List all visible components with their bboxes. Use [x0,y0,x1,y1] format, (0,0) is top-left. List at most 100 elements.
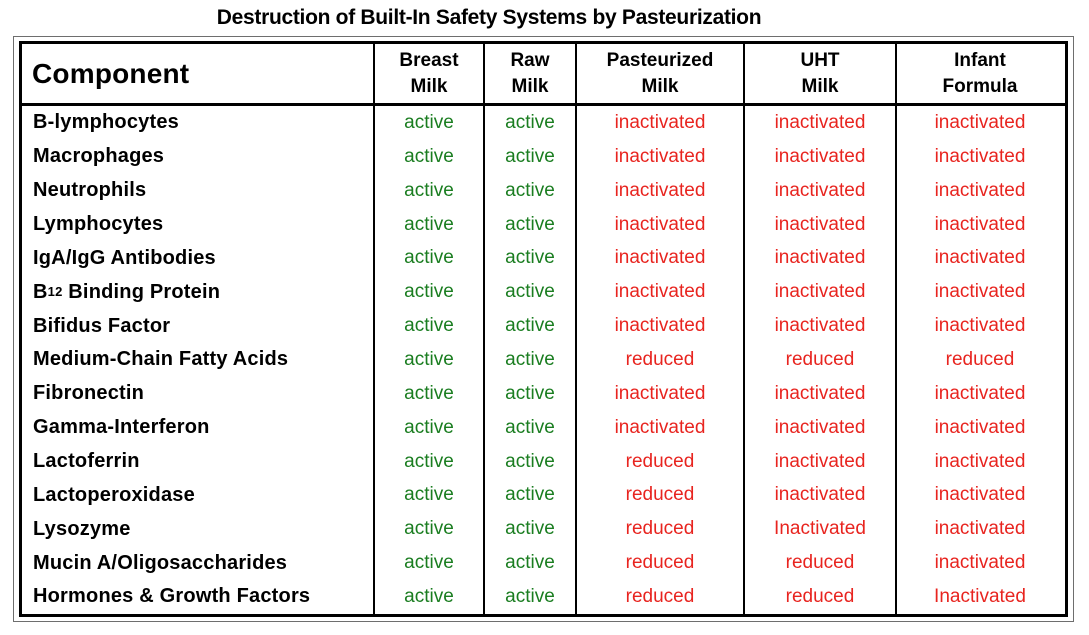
table-row: Fibronectin active active inactivated in… [22,376,1065,411]
table-row: Hormones & Growth Factors active active … [22,580,1065,614]
component-name-rest: Binding Protein [62,280,221,303]
table-row: Medium-Chain Fatty Acids active active r… [22,343,1065,377]
component-cell: Medium-Chain Fatty Acids [22,343,375,377]
status-cell-infant-formula: reduced [945,348,1015,370]
column-header: Breast Milk [375,44,485,103]
status-cell-raw-milk: active [485,309,577,344]
status-cell-breast-milk: active [375,410,485,445]
column-header: Infant Formula [897,44,1063,103]
status-cell-pasteurized-milk: reduced [577,444,745,479]
page-title: Destruction of Built-In Safety Systems b… [216,6,762,29]
status-cell-raw-milk: active [485,343,577,377]
status-cell-pasteurized-milk: inactivated [577,376,745,411]
status-cell-breast-milk: active [375,139,485,174]
status-cell-raw-milk: active [485,139,577,174]
status-cell-raw-milk: active [485,173,577,208]
status-cell-breast-milk: active [375,309,485,344]
table-body: B-lymphocytes active active inactivated … [22,106,1065,614]
column-header-line1: Pasteurized [606,49,714,71]
status-cell-pasteurized-milk: reduced [577,343,745,377]
component-cell: Fibronectin [22,376,375,411]
status-cell-uht-milk: inactivated [745,173,897,208]
status-cell-infant-formula: inactivated [934,213,1026,235]
status-cell-uht-milk: reduced [745,580,897,614]
table-row: Neutrophils active active inactivated in… [22,173,1065,208]
component-cell: Bifidus Factor [22,309,375,344]
component-name: B-lymphocytes [33,111,179,134]
status-cell-raw-milk: active [485,546,577,581]
status-cell-breast-milk: active [375,106,485,140]
status-cell-uht-milk: inactivated [745,139,897,174]
safety-systems-table: Component Breast Milk Raw Milk Pasteuriz… [19,41,1068,617]
column-header-line2: Milk [801,75,839,97]
table-row: Lactoperoxidase active active reduced in… [22,478,1065,513]
status-cell-pasteurized-milk: inactivated [577,173,745,208]
status-cell-uht-milk: inactivated [745,444,897,479]
status-cell-pasteurized-milk: inactivated [577,106,745,140]
status-cell-raw-milk: active [485,376,577,411]
component-cell: Lactoperoxidase [22,478,375,513]
status-cell-uht-milk: reduced [745,546,897,581]
status-cell-pasteurized-milk: reduced [577,546,745,581]
table-row: IgA/IgG Antibodies active active inactiv… [22,241,1065,276]
status-cell-uht-milk: inactivated [745,478,897,513]
status-cell-uht-milk: inactivated [745,376,897,411]
status-cell-raw-milk: active [485,410,577,445]
column-header-line1: Raw [510,49,550,71]
component-name: Lysozyme [33,517,131,540]
outer-frame: Component Breast Milk Raw Milk Pasteuriz… [13,36,1074,622]
component-name: Lymphocytes [33,213,164,235]
component-name: Macrophages [33,145,165,168]
status-cell-uht-milk: inactivated [745,410,897,445]
status-cell-pasteurized-milk: reduced [577,478,745,513]
column-header-line2: Milk [410,75,448,97]
component-name: Medium-Chain Fatty Acids [33,348,289,371]
component-cell: B-lymphocytes [22,106,375,140]
status-cell-infant-formula: inactivated [934,111,1026,133]
status-cell-uht-milk: inactivated [745,241,897,276]
table-row: Bifidus Factor active active inactivated… [22,309,1065,344]
status-cell-breast-milk: active [375,343,485,377]
component-cell: IgA/IgG Antibodies [22,241,375,276]
component-name: Bifidus Factor [33,314,171,337]
status-cell-infant-formula: inactivated [934,281,1026,303]
status-cell-breast-milk: active [375,512,485,547]
status-cell-breast-milk: active [375,173,485,208]
component-name: Mucin A/Oligosaccharides [33,551,288,574]
component-name: IgA/IgG Antibodies [33,246,216,269]
status-cell-breast-milk: active [375,546,485,581]
status-cell-uht-milk: inactivated [745,309,897,344]
status-cell-uht-milk: reduced [745,343,897,377]
column-header-line2: Milk [641,75,679,97]
component-cell: Neutrophils [22,173,375,208]
status-cell-raw-milk: active [485,478,577,513]
column-header-line2: Formula [942,75,1018,97]
component-cell: Lysozyme [22,512,375,547]
component-name: Neutrophils [33,179,147,202]
component-name: Lactoperoxidase [33,483,195,506]
status-cell-raw-milk: active [485,241,577,276]
status-cell-infant-formula: inactivated [934,552,1026,574]
column-header-line1: UHT [800,49,840,71]
column-header-line2: Milk [511,75,549,97]
status-cell-breast-milk: active [375,444,485,479]
table-row: Gamma-Interferon active active inactivat… [22,410,1065,445]
table-row: Lactoferrin active active reduced inacti… [22,444,1065,479]
status-cell-raw-milk: active [485,512,577,547]
status-cell-breast-milk: active [375,275,485,310]
table-row: Macrophages active active inactivated in… [22,139,1065,174]
column-header-line1: Breast [399,49,459,71]
status-cell-breast-milk: active [375,376,485,411]
status-cell-uht-milk: inactivated [745,207,897,242]
column-header-line1: Infant [954,49,1006,71]
status-cell-pasteurized-milk: inactivated [577,207,745,242]
component-cell: B 12 Binding Protein [22,275,375,310]
column-header: UHT Milk [745,44,897,103]
table-row: Mucin A/Oligosaccharides active active r… [22,546,1065,581]
status-cell-raw-milk: active [485,207,577,242]
table-header-row: Component Breast Milk Raw Milk Pasteuriz… [22,44,1065,106]
status-cell-infant-formula: inactivated [934,382,1026,404]
component-name: Gamma-Interferon [33,416,210,439]
status-cell-infant-formula: inactivated [934,179,1026,201]
component-cell: Lymphocytes [22,207,375,242]
